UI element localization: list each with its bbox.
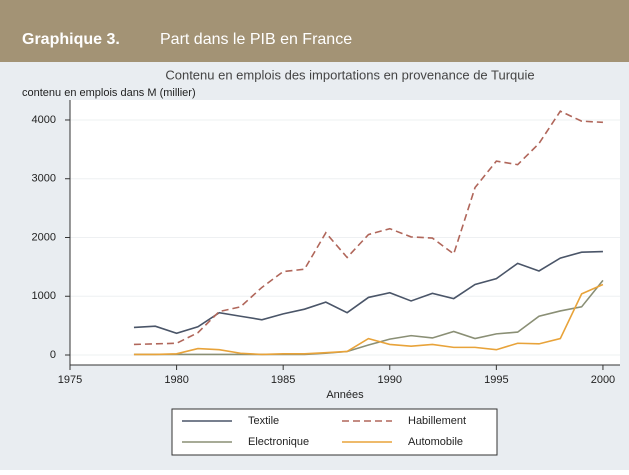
legend-label: Textile [248, 415, 279, 427]
legend-label: Electronique [248, 436, 309, 448]
x-tick-label: 2000 [591, 374, 615, 386]
x-tick-label: 1975 [58, 374, 82, 386]
y-tick-label: 0 [50, 349, 56, 361]
y-axis-label: contenu en emplois dans M (millier) [22, 87, 196, 99]
legend [171, 408, 498, 456]
series-line [133, 110, 603, 346]
y-tick-label: 3000 [32, 173, 56, 185]
legend-label: Automobile [408, 436, 463, 448]
x-tick-label: 1990 [378, 374, 402, 386]
series-line [133, 250, 603, 335]
header-title: Part dans le PIB en France [160, 31, 352, 48]
y-tick-label: 2000 [32, 231, 56, 243]
y-tick-label: 4000 [32, 114, 56, 126]
x-tick-label: 1985 [271, 374, 295, 386]
x-tick-label: 1995 [484, 374, 508, 386]
series-line [133, 279, 604, 356]
header-bar [0, 0, 629, 62]
plot-area [70, 100, 620, 365]
y-tick-label: 1000 [32, 290, 56, 302]
header-label: Graphique 3. [22, 31, 120, 48]
series-line [133, 283, 604, 356]
chart-title: Contenu en emplois des importations en p… [165, 67, 534, 82]
x-tick-label: 1980 [164, 374, 188, 386]
legend-label: Habillement [408, 415, 466, 427]
x-axis-label: Années [326, 389, 364, 401]
